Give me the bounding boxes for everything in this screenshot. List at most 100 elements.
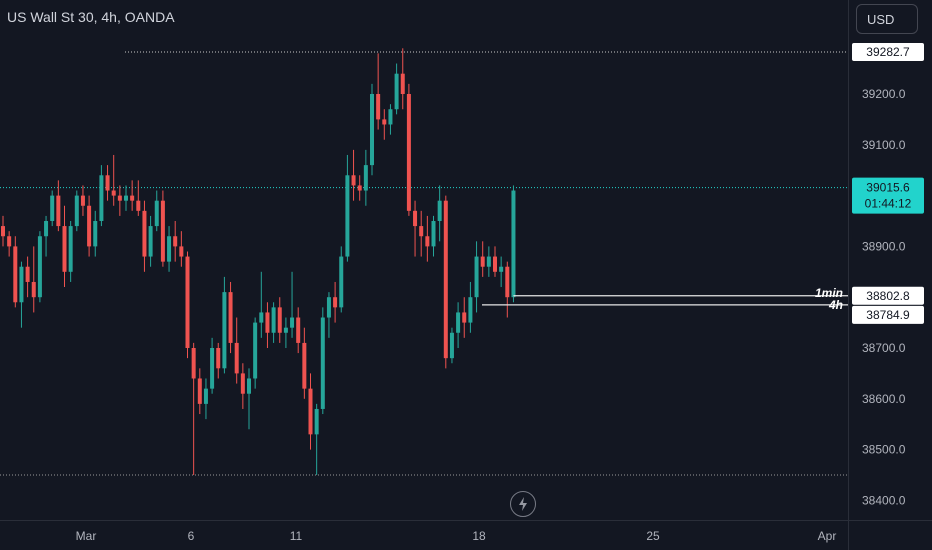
candle-body xyxy=(333,297,338,308)
candle-body xyxy=(480,256,485,267)
candle-body xyxy=(320,317,325,409)
candle xyxy=(345,154,350,262)
candle xyxy=(148,215,153,267)
candle xyxy=(437,185,442,242)
candle-body xyxy=(431,221,436,247)
lightning-bolt-icon[interactable] xyxy=(510,491,536,517)
candle-body xyxy=(290,317,295,328)
candle-body xyxy=(142,210,147,257)
candle-body xyxy=(486,256,491,267)
candle-body xyxy=(314,408,319,435)
candle-body xyxy=(468,297,473,323)
candle xyxy=(283,317,288,348)
candle xyxy=(37,231,42,303)
candle-body xyxy=(191,348,196,379)
candle xyxy=(234,317,239,384)
candle-body xyxy=(228,292,233,343)
candle xyxy=(357,175,362,201)
candle-body xyxy=(222,292,227,369)
line-4h-label: 4h xyxy=(828,298,843,312)
line-4h-price-label: 38784.9 xyxy=(866,308,910,322)
candle xyxy=(191,342,196,475)
candle-body xyxy=(326,297,331,318)
candle xyxy=(265,302,270,348)
candle xyxy=(80,185,85,216)
candle xyxy=(277,297,282,343)
candle-body xyxy=(37,236,42,298)
candle-body xyxy=(302,342,307,389)
candle-body xyxy=(197,378,202,404)
candle-body xyxy=(44,221,49,237)
candle-body xyxy=(283,327,288,333)
candle-body xyxy=(13,246,18,303)
candle xyxy=(87,195,92,257)
candle xyxy=(247,368,251,430)
candle-body xyxy=(382,119,387,125)
candle xyxy=(400,48,405,110)
x-tick-label: Mar xyxy=(76,529,97,543)
candle xyxy=(124,185,128,211)
x-tick-label: 6 xyxy=(188,529,195,543)
candle-body xyxy=(130,195,135,201)
candle xyxy=(203,378,208,420)
candle xyxy=(179,231,184,267)
candle xyxy=(56,180,61,232)
x-tick-label: 11 xyxy=(290,529,303,543)
candle xyxy=(376,53,381,130)
candle-body xyxy=(456,312,461,333)
candle-body xyxy=(425,236,430,247)
line-1min-price-label: 38802.8 xyxy=(866,289,910,303)
candle xyxy=(19,261,24,328)
x-tick-label: 18 xyxy=(472,529,486,543)
candle-body xyxy=(400,73,405,94)
candle xyxy=(425,215,430,262)
candle xyxy=(394,63,399,115)
candle-body xyxy=(234,342,239,374)
candle xyxy=(154,190,159,232)
candle-body xyxy=(388,109,393,125)
candle xyxy=(197,368,202,415)
current-price-label-bg xyxy=(852,177,924,214)
candle xyxy=(363,149,368,206)
candle-body xyxy=(62,226,67,272)
y-tick-label: 39100.0 xyxy=(862,138,906,152)
candle-body xyxy=(111,190,116,196)
candle xyxy=(505,261,510,318)
symbol-title[interactable]: US Wall St 30, 4h, OANDA xyxy=(7,9,175,25)
candle xyxy=(216,342,221,379)
currency-button[interactable]: USD xyxy=(856,4,918,34)
candle xyxy=(499,256,504,288)
candle-body xyxy=(247,378,251,394)
high-price-label-bg xyxy=(852,42,924,61)
candle-body xyxy=(259,312,264,323)
candle-body xyxy=(511,190,516,298)
candle-body xyxy=(160,200,165,262)
candle-body xyxy=(31,281,36,298)
candle xyxy=(259,271,264,338)
candle xyxy=(173,221,178,262)
candle-body xyxy=(25,266,30,282)
candle xyxy=(13,236,18,308)
candle-body xyxy=(449,332,454,359)
candle-body xyxy=(87,205,92,247)
candle-body xyxy=(136,200,141,211)
candle xyxy=(74,190,79,232)
candle xyxy=(130,180,135,211)
high-price-label: 39282.7 xyxy=(866,45,910,59)
candle xyxy=(308,373,313,450)
candle xyxy=(296,307,301,354)
candle xyxy=(136,180,141,216)
candle-body xyxy=(240,373,245,394)
candle-body xyxy=(253,322,258,379)
candle-body xyxy=(277,307,282,333)
candle xyxy=(271,302,276,343)
candle xyxy=(142,200,147,272)
line-4h-price-label-bg xyxy=(852,305,924,324)
y-tick-label: 38900.0 xyxy=(862,239,906,253)
candle xyxy=(31,246,36,313)
candle xyxy=(222,276,227,374)
candle-body xyxy=(505,266,510,298)
candle xyxy=(7,231,12,257)
